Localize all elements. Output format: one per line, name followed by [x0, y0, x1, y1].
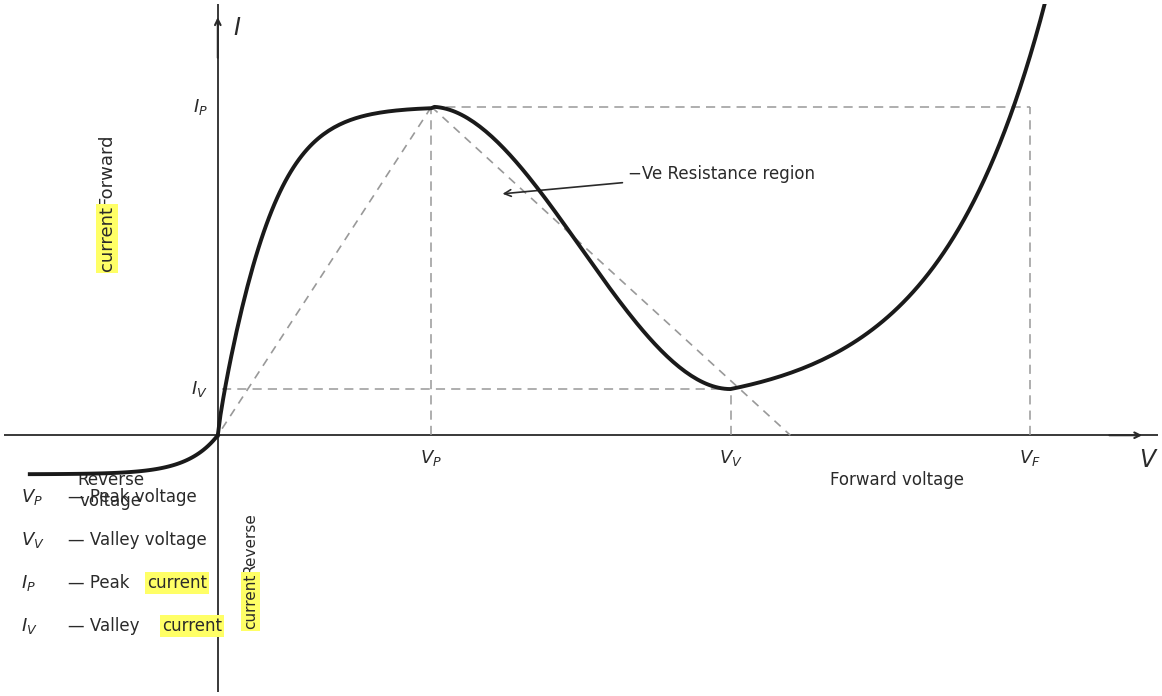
Text: $V_P$: $V_P$	[21, 487, 43, 507]
Text: Forward: Forward	[98, 134, 116, 206]
Text: current: current	[163, 617, 222, 635]
Text: $V_V$: $V_V$	[718, 448, 743, 468]
Text: Reverse
voltage: Reverse voltage	[78, 471, 144, 510]
Text: current: current	[146, 574, 207, 592]
Text: −Ve Resistance region: −Ve Resistance region	[504, 164, 815, 196]
Text: — Peak voltage: — Peak voltage	[69, 488, 198, 506]
Text: I: I	[234, 17, 241, 40]
Text: $V_P$: $V_P$	[421, 448, 443, 468]
Text: Forward voltage: Forward voltage	[830, 471, 964, 489]
Text: $V_V$: $V_V$	[21, 530, 45, 550]
Text: current: current	[243, 574, 258, 629]
Text: V: V	[1140, 448, 1155, 472]
Text: — Valley voltage: — Valley voltage	[69, 531, 207, 549]
Text: $I_P$: $I_P$	[193, 97, 208, 117]
Text: $I_V$: $I_V$	[21, 616, 38, 636]
Text: Reverse: Reverse	[243, 512, 258, 574]
Text: $V_F$: $V_F$	[1019, 448, 1040, 468]
Text: — Valley: — Valley	[69, 617, 145, 635]
Text: $I_V$: $I_V$	[191, 379, 208, 399]
Text: current: current	[98, 206, 116, 271]
Text: — Peak: — Peak	[69, 574, 135, 592]
Text: $I_P$: $I_P$	[21, 573, 36, 593]
